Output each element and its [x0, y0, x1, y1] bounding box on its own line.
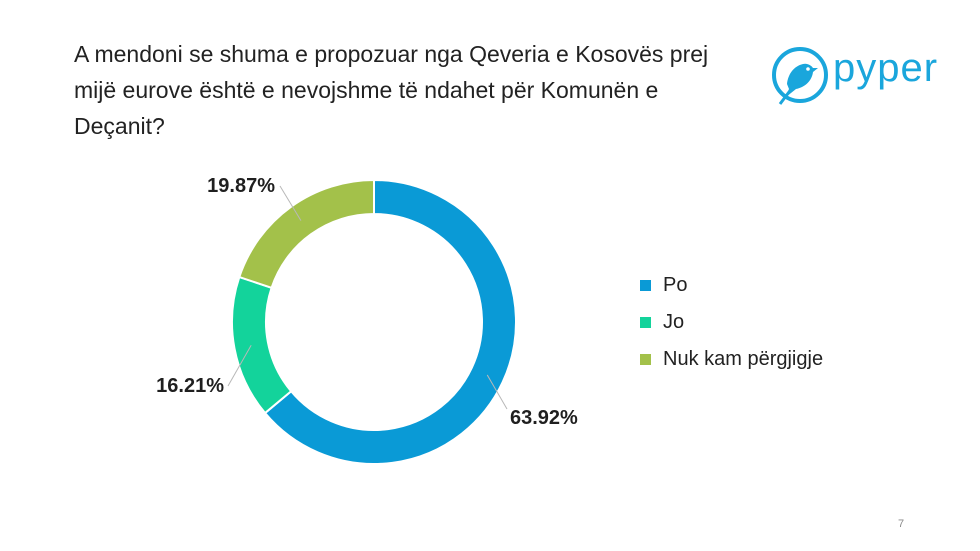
- page-number: 7: [898, 518, 905, 530]
- legend-label: Jo: [663, 311, 685, 333]
- pyper-logo: pyper: [770, 44, 960, 114]
- chart-legend: Po Jo Nuk kam përgjigje: [640, 272, 823, 383]
- legend-item-jo: Jo: [640, 309, 823, 336]
- legend-label: Nuk kam përgjigje: [663, 348, 824, 370]
- leader-line-po: [486, 374, 508, 410]
- legend-label: Po: [663, 274, 688, 296]
- logo-text: pyper: [833, 46, 939, 90]
- slice-nuk-kam-pergjigje: [238, 178, 375, 290]
- legend-item-nuk-kam-pergjigje: Nuk kam përgjigje: [640, 346, 823, 373]
- data-label-jo: 16.21%: [156, 375, 224, 397]
- leader-line-jo: [227, 344, 252, 387]
- bird-logo-icon: [772, 47, 828, 105]
- legend-item-po: Po: [640, 272, 823, 299]
- legend-swatch: [640, 280, 651, 291]
- legend-swatch: [640, 354, 651, 365]
- slice-po: [263, 178, 517, 465]
- legend-swatch: [640, 317, 651, 328]
- leader-line-nuk-kam-pergjigje: [279, 185, 302, 221]
- slice-jo: [231, 275, 293, 415]
- data-label-po: 63.92%: [510, 407, 578, 429]
- slide-title: A mendoni se shuma e propozuar nga Qever…: [74, 41, 709, 139]
- data-label-nuk-kam-pergjigje: 19.87%: [207, 175, 275, 197]
